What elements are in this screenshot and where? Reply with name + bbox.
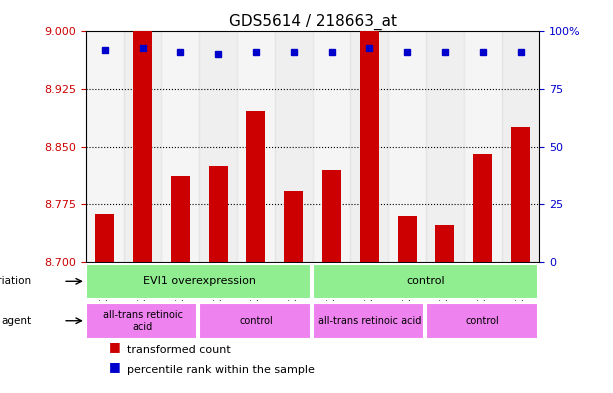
FancyBboxPatch shape <box>313 303 424 338</box>
Text: agent: agent <box>1 316 31 326</box>
FancyBboxPatch shape <box>86 303 197 338</box>
Bar <box>464 31 501 262</box>
Text: ■: ■ <box>109 360 120 373</box>
Bar <box>199 31 237 262</box>
Bar <box>360 31 379 262</box>
FancyBboxPatch shape <box>426 303 538 338</box>
Bar <box>171 176 190 262</box>
Bar <box>351 31 388 262</box>
Text: ■: ■ <box>109 340 120 353</box>
Bar <box>208 166 227 262</box>
Text: EVI1 overexpression: EVI1 overexpression <box>143 276 256 286</box>
Text: all-trans retinoic acid: all-trans retinoic acid <box>318 316 421 326</box>
Bar <box>426 31 464 262</box>
Bar <box>398 215 417 262</box>
Bar <box>275 31 313 262</box>
Bar <box>284 191 303 262</box>
Bar <box>322 169 341 262</box>
Text: control: control <box>466 316 500 326</box>
Text: transformed count: transformed count <box>127 345 230 355</box>
Bar <box>246 111 265 262</box>
Bar <box>237 31 275 262</box>
Text: control: control <box>406 276 446 286</box>
FancyBboxPatch shape <box>86 264 311 299</box>
Text: control: control <box>239 316 273 326</box>
FancyBboxPatch shape <box>199 303 311 338</box>
Bar <box>124 31 161 262</box>
Bar <box>313 31 351 262</box>
Text: all-trans retinoic
acid: all-trans retinoic acid <box>102 310 183 332</box>
Bar <box>473 154 492 262</box>
Bar <box>435 225 454 262</box>
Bar <box>86 31 124 262</box>
Bar <box>388 31 426 262</box>
Bar <box>161 31 199 262</box>
Bar <box>95 214 114 262</box>
Text: genotype/variation: genotype/variation <box>0 276 31 286</box>
Text: percentile rank within the sample: percentile rank within the sample <box>127 365 314 375</box>
Bar <box>501 31 539 262</box>
Bar <box>511 127 530 262</box>
FancyBboxPatch shape <box>313 264 538 299</box>
Title: GDS5614 / 218663_at: GDS5614 / 218663_at <box>229 14 397 30</box>
Bar <box>133 31 152 262</box>
